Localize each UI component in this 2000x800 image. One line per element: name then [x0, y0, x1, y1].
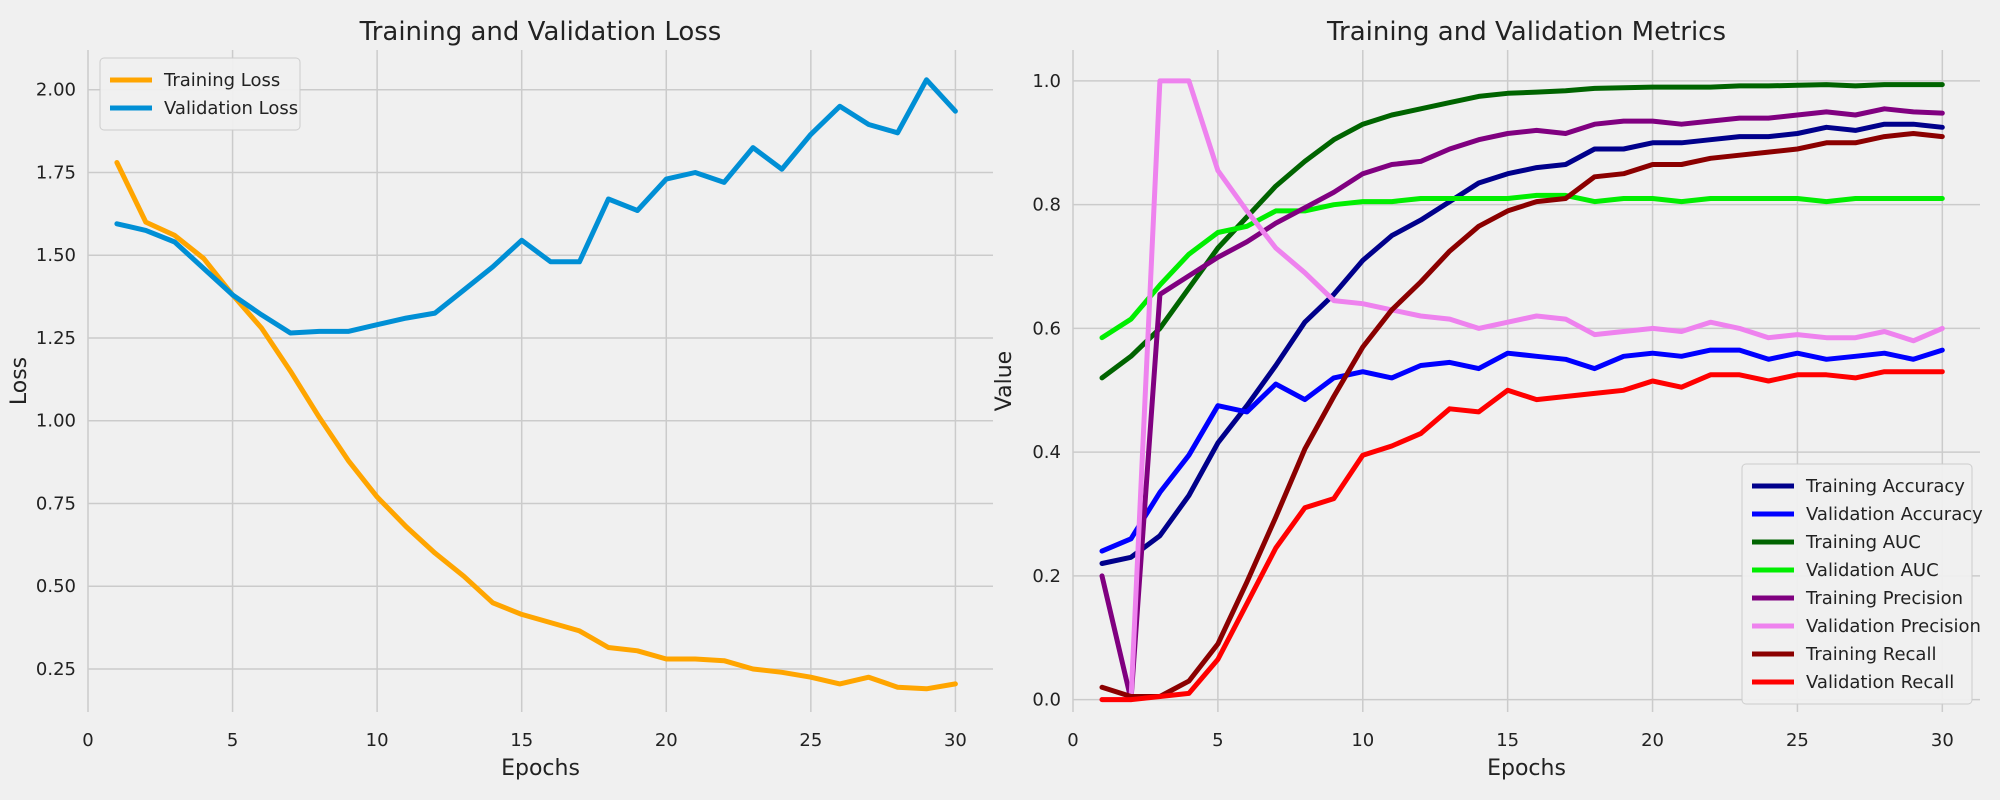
series-line-validation-precision [1099, 78, 1945, 703]
legend: Training Loss Validation Loss [99, 57, 301, 131]
x-tick-label: 30 [1931, 730, 1954, 751]
y-tick-label: 1.0 [1032, 71, 1061, 92]
series-line-validation-recall [1099, 369, 1945, 703]
legend-label: Validation Recall [1806, 672, 1954, 693]
chart-panel-2: 0 5 10 15 20 25 30 0.0 0.2 0.4 0.6 0.8 1.0 Training a… [992, 17, 1983, 781]
x-tick-label: 10 [1351, 730, 1374, 751]
y-tick-label: 0.0 [1032, 690, 1061, 711]
x-tick-label: 15 [510, 730, 533, 751]
x-axis-label: Epochs [501, 756, 580, 781]
y-tick-label: 0.4 [1032, 442, 1061, 463]
x-tick-label: 10 [366, 730, 389, 751]
legend-label: Training Recall [1805, 644, 1936, 665]
y-tick-label: 1.75 [36, 162, 76, 183]
x-tick-label: 5 [227, 730, 238, 751]
chart-panel-1: 0 5 10 15 20 25 30 0.25 0.50 0.75 1.00 1.25 1.50 1.75… [7, 17, 993, 781]
legend-box [1741, 463, 1973, 705]
chart-title: Training and Validation Metrics [1326, 17, 1726, 47]
series-line-validation-accuracy [1099, 347, 1945, 554]
legend-label: Training Precision [1805, 588, 1963, 609]
y-axis-label: Loss [7, 357, 32, 405]
series-line-training-precision [1099, 106, 1945, 703]
x-tick-label: 0 [1067, 730, 1078, 751]
y-tick-label: 2.00 [36, 80, 76, 101]
y-tick-label: 0.2 [1032, 566, 1061, 587]
y-axis-label: Value [992, 351, 1017, 411]
x-axis-label: Epochs [1487, 756, 1566, 781]
legend-box [99, 57, 301, 131]
y-tick-label: 1.00 [36, 411, 76, 432]
legend: Training Accuracy Validation Accuracy Trai… [1741, 463, 1983, 705]
y-tick-label: 0.8 [1032, 195, 1061, 216]
legend-label: Training Accuracy [1805, 476, 1965, 497]
series-line-training-recall [1099, 131, 1945, 699]
legend-label: Training Loss [163, 70, 280, 91]
x-tick-label: 0 [82, 730, 93, 751]
y-tick-label: 0.50 [36, 576, 76, 597]
x-tick-label: 5 [1212, 730, 1223, 751]
x-tick-label: 30 [944, 730, 967, 751]
series-line-training-loss [114, 160, 958, 692]
x-tick-label: 20 [655, 730, 678, 751]
chart-title: Training and Validation Loss [359, 17, 722, 47]
legend-label: Validation Accuracy [1806, 504, 1983, 525]
series-line-training-auc [1099, 82, 1945, 381]
y-tick-label: 1.25 [36, 328, 76, 349]
legend-label: Validation AUC [1806, 560, 1939, 581]
x-tick-label: 25 [1786, 730, 1809, 751]
y-tick-label: 1.50 [36, 245, 76, 266]
y-tick-label: 0.6 [1032, 318, 1061, 339]
legend-label: Validation Loss [164, 98, 298, 119]
y-tick-label: 0.25 [36, 659, 76, 680]
series-line-validation-loss [114, 77, 958, 336]
series-line-validation-auc [1099, 192, 1945, 341]
y-tick-label: 0.75 [36, 493, 76, 514]
x-tick-label: 20 [1641, 730, 1664, 751]
x-tick-label: 15 [1496, 730, 1519, 751]
x-tick-label: 25 [799, 730, 822, 751]
legend-label: Validation Precision [1806, 616, 1981, 637]
legend-label: Training AUC [1805, 532, 1921, 553]
